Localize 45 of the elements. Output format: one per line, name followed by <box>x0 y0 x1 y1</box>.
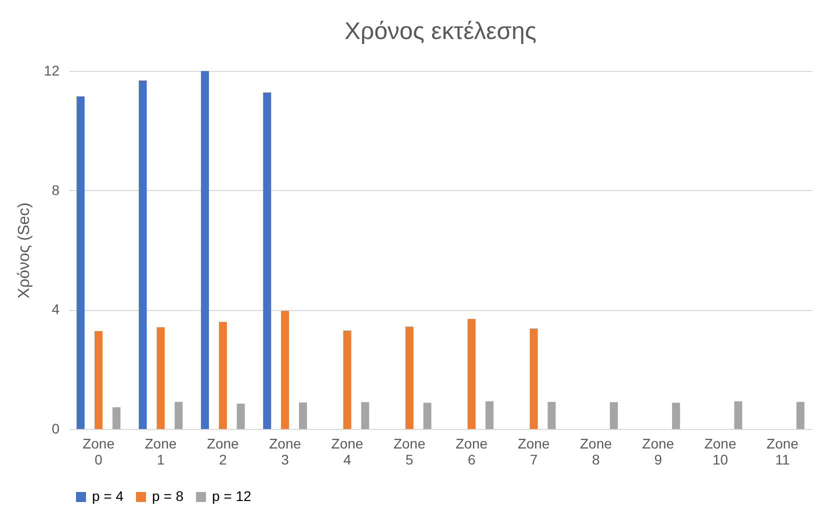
y-tick-label: 8 <box>52 182 60 198</box>
bar <box>156 327 165 429</box>
bar <box>486 401 494 429</box>
x-tick-label: Zone 3 <box>269 436 302 468</box>
y-tick-label: 4 <box>52 301 60 318</box>
legend-label: p = 8 <box>152 488 184 504</box>
chart-title: Χρόνος εκτέλεσης <box>344 18 536 45</box>
y-tick-label: 12 <box>44 62 60 78</box>
bar <box>468 318 476 429</box>
bar <box>281 310 290 429</box>
bar <box>76 96 85 429</box>
bar <box>361 402 370 429</box>
bar <box>405 326 414 429</box>
bar <box>218 322 227 429</box>
bar <box>236 404 245 429</box>
bar <box>200 71 209 429</box>
x-tick-label: Zone 4 <box>331 436 364 468</box>
x-tick-label: Zone 2 <box>206 436 240 468</box>
x-tick-label: Zone 7 <box>518 436 550 468</box>
x-tick-label: Zone 9 <box>642 436 674 468</box>
bar <box>423 402 432 429</box>
bar <box>138 80 147 429</box>
x-tick-label: Zone 11 <box>766 436 799 468</box>
bar <box>610 402 618 429</box>
legend-label: p = 4 <box>92 488 124 504</box>
x-tick-label: Zone 0 <box>82 436 115 468</box>
bar <box>343 330 352 429</box>
legend-label: p = 12 <box>212 488 252 504</box>
bar <box>734 401 742 429</box>
bar <box>298 402 307 429</box>
x-tick-label: Zone 5 <box>393 436 426 468</box>
x-tick-label: Zone 8 <box>580 436 612 468</box>
y-axis-title: Χρόνος (Sec) <box>16 202 33 298</box>
bar <box>263 92 272 429</box>
bar <box>94 331 103 429</box>
bar <box>530 328 538 429</box>
x-tick-label: Zone 6 <box>456 436 488 468</box>
bar <box>548 402 556 429</box>
bar <box>174 402 183 429</box>
bar <box>672 402 680 429</box>
bar <box>112 407 120 429</box>
x-tick-label: Zone 10 <box>704 436 736 468</box>
x-tick-label: Zone 1 <box>144 436 177 468</box>
y-tick-label: 0 <box>52 420 60 436</box>
bar <box>796 402 804 429</box>
